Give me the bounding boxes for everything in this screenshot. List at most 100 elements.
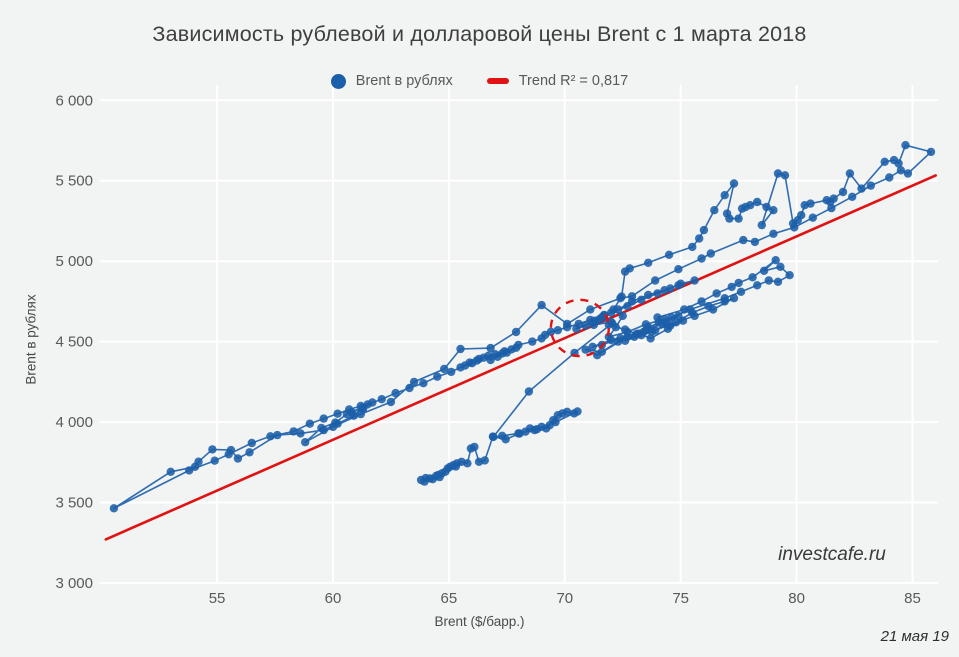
data-point <box>769 206 778 215</box>
data-point <box>486 343 495 353</box>
y-tick-label: 4 000 <box>55 414 93 431</box>
data-point <box>710 206 719 215</box>
data-point <box>245 448 254 457</box>
data-point <box>838 187 848 197</box>
data-point <box>514 340 523 350</box>
data-point <box>637 295 646 304</box>
data-point <box>671 318 681 327</box>
data-point <box>409 377 419 387</box>
data-point <box>651 276 660 285</box>
annotation-circle <box>549 298 611 358</box>
data-point <box>739 235 748 245</box>
data-point <box>347 407 356 417</box>
data-point <box>620 336 630 345</box>
data-point <box>750 237 760 247</box>
data-point <box>208 445 217 454</box>
data-point <box>901 141 910 150</box>
data-point <box>653 289 662 298</box>
data-point <box>697 254 706 263</box>
data-point <box>644 290 653 300</box>
data-point <box>467 359 477 368</box>
data-point <box>507 345 516 354</box>
data-point <box>185 466 194 475</box>
data-point <box>644 258 653 267</box>
date-note: 21 мая 19 <box>880 628 949 645</box>
x-tick-label: 70 <box>556 590 573 607</box>
data-point <box>572 324 581 333</box>
data-point <box>463 459 472 468</box>
x-tick-label: 80 <box>788 590 805 607</box>
data-point <box>797 211 806 220</box>
data-point <box>433 372 442 381</box>
data-point <box>573 407 582 416</box>
data-point <box>266 432 275 441</box>
data-point <box>660 314 669 324</box>
data-point <box>391 388 400 398</box>
data-point <box>896 166 906 175</box>
data-point <box>553 326 562 335</box>
x-tick-label: 55 <box>209 590 226 607</box>
data-point <box>305 419 314 428</box>
data-point <box>606 317 616 327</box>
data-point <box>247 438 256 448</box>
data-point <box>333 419 342 428</box>
data-point <box>699 225 709 235</box>
trend-line <box>104 174 937 541</box>
data-point <box>109 504 119 513</box>
data-point <box>734 214 743 223</box>
series-marker-icon <box>330 73 346 89</box>
data-point <box>827 203 836 213</box>
data-point <box>289 427 298 436</box>
data-point <box>486 355 495 365</box>
data-point <box>708 305 718 314</box>
data-point <box>498 349 507 358</box>
data-point <box>720 297 729 306</box>
data-point <box>653 313 662 322</box>
data-point <box>273 430 282 440</box>
data-point <box>641 320 651 329</box>
data-point <box>420 477 429 486</box>
data-point <box>581 345 590 354</box>
data-point <box>748 273 757 282</box>
data-point <box>546 327 556 336</box>
data-point <box>848 192 857 201</box>
data-point <box>690 276 699 285</box>
data-point <box>166 467 175 476</box>
data-point <box>674 311 683 321</box>
data-point <box>680 305 689 314</box>
data-point <box>759 266 769 275</box>
data-point <box>762 202 771 212</box>
data-point <box>363 400 372 409</box>
data-point <box>885 173 894 182</box>
data-point <box>806 199 815 208</box>
data-point <box>606 308 616 317</box>
data-point <box>729 294 739 303</box>
data-point <box>613 305 623 314</box>
data-point <box>498 431 507 440</box>
data-point <box>753 281 762 290</box>
data-point <box>630 332 639 341</box>
data-point <box>646 334 655 343</box>
data-point <box>695 234 704 243</box>
data-point <box>532 425 542 434</box>
data-point <box>764 276 773 285</box>
data-point <box>562 407 572 416</box>
data-point <box>623 327 632 337</box>
data-point <box>319 414 328 423</box>
data-point <box>746 201 755 210</box>
data-point <box>688 242 697 252</box>
data-point <box>456 344 465 354</box>
legend-trend-label: Trend R² = 0,817 <box>518 73 629 89</box>
data-point <box>790 223 799 232</box>
data-point <box>734 278 743 288</box>
x-tick-label: 75 <box>672 590 689 607</box>
data-point <box>616 294 625 303</box>
data-point <box>210 456 219 465</box>
data-point <box>776 262 785 271</box>
data-point <box>451 462 460 471</box>
data-point <box>595 314 604 324</box>
x-tick-label: 65 <box>441 590 458 607</box>
data-point <box>528 337 537 346</box>
data-point <box>771 256 780 265</box>
